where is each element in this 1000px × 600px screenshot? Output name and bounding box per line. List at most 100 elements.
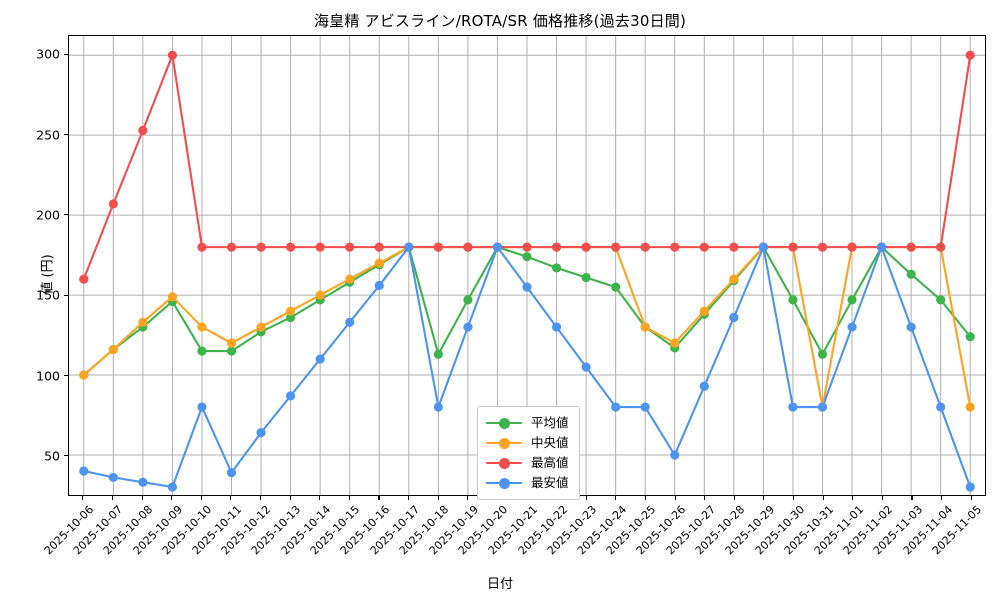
x-tick-mark bbox=[348, 496, 350, 500]
data-point bbox=[670, 242, 680, 252]
data-point bbox=[729, 242, 739, 252]
data-point bbox=[433, 242, 443, 252]
data-point bbox=[699, 306, 709, 316]
data-point bbox=[226, 242, 237, 252]
legend-label: 平均値 bbox=[531, 414, 569, 430]
legend-item-3[interactable]: 最安値 bbox=[486, 473, 569, 493]
data-point bbox=[79, 370, 89, 380]
data-point bbox=[226, 338, 237, 348]
series-line bbox=[82, 246, 972, 409]
y-tick-label: 100 bbox=[36, 368, 60, 384]
y-tick-label: 250 bbox=[36, 127, 60, 143]
x-tick-mark bbox=[763, 496, 765, 500]
data-point bbox=[817, 242, 828, 252]
series-1 bbox=[79, 242, 975, 412]
data-point bbox=[79, 466, 89, 476]
data-point bbox=[286, 242, 296, 252]
x-tick-mark bbox=[141, 496, 143, 500]
data-point bbox=[729, 312, 739, 323]
x-tick-mark bbox=[970, 496, 972, 500]
y-tick-mark bbox=[64, 294, 68, 296]
data-point bbox=[286, 312, 296, 323]
data-point bbox=[640, 402, 650, 412]
data-point bbox=[906, 242, 916, 252]
x-tick-mark bbox=[733, 496, 735, 500]
x-axis-label: 日付 bbox=[486, 577, 513, 592]
legend-dot-icon bbox=[498, 478, 510, 489]
x-tick-mark bbox=[289, 496, 291, 500]
data-point bbox=[522, 242, 532, 252]
data-point bbox=[345, 317, 355, 327]
data-point bbox=[817, 349, 828, 359]
data-point bbox=[374, 258, 384, 268]
series-3 bbox=[79, 242, 975, 492]
data-point bbox=[463, 295, 473, 305]
data-point bbox=[138, 125, 148, 135]
y-tick-label: 50 bbox=[44, 448, 60, 464]
legend-label: 最高値 bbox=[531, 454, 569, 470]
data-point bbox=[433, 402, 443, 412]
data-point bbox=[906, 322, 916, 332]
data-point bbox=[315, 354, 325, 364]
data-series-layer bbox=[79, 50, 975, 492]
y-tick-mark bbox=[64, 455, 68, 457]
data-point bbox=[374, 242, 384, 252]
x-tick-mark bbox=[644, 496, 647, 500]
data-point bbox=[226, 468, 237, 478]
data-point bbox=[847, 295, 857, 305]
data-point bbox=[640, 242, 650, 252]
data-point bbox=[197, 402, 207, 412]
data-point bbox=[581, 272, 591, 283]
data-point bbox=[876, 242, 887, 252]
data-point bbox=[965, 50, 975, 60]
data-point bbox=[581, 242, 591, 252]
data-point bbox=[906, 269, 916, 279]
data-point bbox=[197, 242, 207, 252]
chart-title: 海皇精 アビスライン/ROTA/SR 価格推移(過去30日間) bbox=[313, 12, 687, 30]
data-point bbox=[965, 402, 975, 412]
data-point bbox=[965, 332, 975, 342]
data-point bbox=[404, 242, 414, 252]
data-point bbox=[256, 428, 266, 438]
legend-swatch bbox=[486, 437, 522, 449]
x-tick-mark bbox=[111, 496, 113, 500]
legend-swatch bbox=[486, 417, 522, 429]
data-point bbox=[256, 322, 266, 332]
data-point bbox=[138, 477, 148, 487]
y-tick-mark bbox=[64, 375, 68, 377]
data-point bbox=[788, 402, 798, 412]
data-point bbox=[729, 274, 739, 284]
data-point bbox=[670, 338, 680, 348]
legend-swatch bbox=[486, 477, 522, 489]
data-point bbox=[551, 242, 562, 252]
legend-item-0[interactable]: 平均値 bbox=[486, 413, 569, 433]
data-point bbox=[286, 306, 296, 316]
data-point bbox=[817, 402, 828, 412]
y-tick-label: 200 bbox=[36, 207, 60, 223]
legend-swatch bbox=[486, 457, 522, 469]
data-point bbox=[108, 199, 118, 209]
data-point bbox=[108, 472, 118, 482]
x-tick-mark bbox=[822, 496, 824, 500]
x-tick-mark bbox=[852, 496, 854, 500]
x-tick-mark bbox=[941, 496, 943, 500]
legend-item-2[interactable]: 最高値 bbox=[486, 453, 569, 473]
data-point bbox=[345, 274, 355, 284]
x-tick-mark bbox=[171, 496, 173, 500]
y-tick-label: 150 bbox=[36, 287, 60, 303]
data-point bbox=[463, 242, 473, 252]
data-point bbox=[965, 482, 975, 492]
x-tick-mark bbox=[408, 496, 410, 500]
legend-item-1[interactable]: 中央値 bbox=[486, 433, 569, 453]
data-point bbox=[611, 282, 621, 292]
y-tick-mark bbox=[64, 134, 68, 136]
data-point bbox=[936, 295, 946, 305]
x-tick-mark bbox=[437, 496, 439, 500]
data-point bbox=[226, 346, 237, 356]
data-point bbox=[286, 391, 296, 401]
data-point bbox=[522, 282, 532, 292]
data-point bbox=[611, 402, 621, 412]
x-tick-mark bbox=[319, 496, 321, 500]
data-point bbox=[788, 295, 798, 305]
